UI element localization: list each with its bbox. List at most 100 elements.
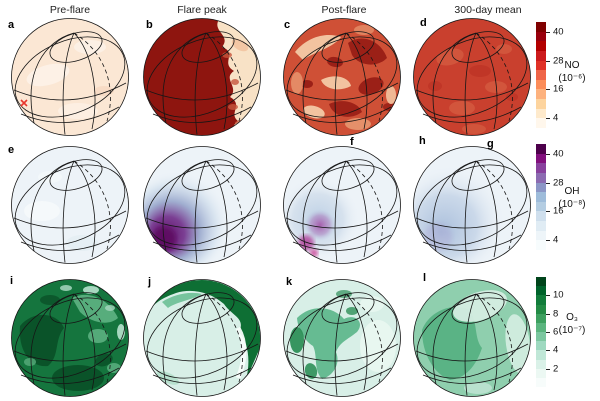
panel-label-b: b <box>146 19 153 31</box>
colorbar-segment <box>536 304 546 314</box>
globe-no-preflare <box>8 18 132 136</box>
colorbar-tick-label: 40 <box>553 26 564 38</box>
species-unit-no: (10⁻⁶) <box>558 72 586 84</box>
colorbar-segment <box>536 31 546 42</box>
colorbar-segment <box>536 70 546 80</box>
colorbar-tick-label: 6 <box>553 326 559 338</box>
colorbar-tick-label: 8 <box>553 308 559 320</box>
species-unit-o3: (10⁻⁷) <box>558 324 586 336</box>
colorbar-tick-label: 28 <box>553 55 564 67</box>
colorbar-tick-mark <box>546 295 550 297</box>
globe-oh-flarepeak <box>140 146 264 264</box>
panel-label-l: l <box>423 272 427 284</box>
colorbar-segment <box>536 322 546 333</box>
species-name-oh: OH <box>564 186 580 197</box>
colorbar-tick-mark <box>546 240 550 242</box>
column-title-preflare: Pre-flare <box>49 4 91 16</box>
globe-o3-flarepeak <box>140 279 264 397</box>
colorbar-segment <box>536 230 546 241</box>
colorbar-segment <box>536 60 546 71</box>
species-unit-oh: (10⁻⁸) <box>558 198 586 210</box>
colorbar-tick-mark <box>546 31 550 33</box>
panel-label-f: f <box>350 136 354 148</box>
globe-o3-postflare <box>280 279 404 397</box>
colorbar-tick-mark <box>546 182 550 184</box>
colorbar-segment <box>536 118 546 129</box>
colorbar-segment <box>536 221 546 231</box>
colorbar-segment <box>536 144 546 154</box>
colorbar-tick-mark <box>546 313 550 315</box>
colorbar-segment <box>536 286 546 296</box>
colorbar-segment <box>536 240 546 251</box>
colorbar-segment <box>536 108 546 119</box>
panel-label-k: k <box>286 276 293 288</box>
colorbar-segment <box>536 163 546 173</box>
colorbar-segment <box>536 22 546 32</box>
colorbar-segment <box>536 211 546 222</box>
colorbar-segment <box>536 79 546 90</box>
colorbar-segment <box>536 172 546 183</box>
colorbar-segment <box>536 377 546 388</box>
panel-label-c: c <box>284 19 291 31</box>
colorbar-segment <box>536 182 546 193</box>
colorbar-segment <box>536 192 546 202</box>
colorbar-segment <box>536 153 546 164</box>
colorbar-segment <box>536 313 546 323</box>
species-name-o3: O₃ <box>566 312 578 323</box>
colorbar-segment <box>536 350 546 360</box>
globe-o3-preflare <box>8 279 132 397</box>
panel-label-i: i <box>10 275 14 287</box>
column-title-postflare: Post-flare <box>321 4 367 16</box>
column-title-300daymean: 300-day mean <box>454 4 522 16</box>
colorbar-segment <box>536 99 546 109</box>
species-label-o3: O₃ (10⁻⁷) <box>548 312 596 337</box>
colorbar-tick-label: 2 <box>553 363 559 375</box>
colorbar-tick-label: 28 <box>553 177 564 189</box>
globe-oh-mean <box>410 146 534 264</box>
panel-label-a: a <box>8 19 15 31</box>
species-label-no: NO (10⁻⁶) <box>548 60 596 85</box>
colorbar-segment <box>536 50 546 61</box>
colorbar-tick-mark <box>546 211 550 213</box>
colorbar-oh: 40 28 16 4 <box>536 144 564 251</box>
globe-no-mean <box>410 18 534 136</box>
colorbar-tick-label: 16 <box>553 83 564 95</box>
colorbar-tick-label: 40 <box>553 148 564 160</box>
column-title-flarepeak: Flare peak <box>177 4 227 16</box>
colorbar-segment <box>536 201 546 212</box>
panel-label-d: d <box>420 17 427 29</box>
globe-no-flarepeak <box>140 18 264 136</box>
globe-oh-preflare <box>8 146 132 264</box>
colorbar-tick-mark <box>546 332 550 333</box>
colorbar-tick-label: 10 <box>553 289 564 301</box>
colorbar-tick-mark <box>546 153 550 155</box>
colorbar-segment <box>536 295 546 305</box>
colorbar-tick-mark <box>546 368 550 370</box>
colorbar-tick-mark <box>546 350 550 352</box>
colorbar-tick-mark <box>546 89 550 91</box>
globe-o3-mean <box>410 279 534 397</box>
colorbar-segment <box>536 368 546 378</box>
panel-label-j: j <box>148 276 152 288</box>
colorbar-tick-mark <box>546 118 550 120</box>
colorbar-segment <box>536 277 546 287</box>
panel-label-h: h <box>419 135 426 147</box>
species-label-oh: OH (10⁻⁸) <box>548 186 596 211</box>
globe-no-postflare <box>280 18 404 136</box>
colorbar-tick-label: 4 <box>553 112 559 124</box>
colorbar-segment <box>536 89 546 100</box>
colorbar-segment <box>536 359 546 369</box>
panel-label-e: e <box>8 144 15 156</box>
colorbar-tick-label: 16 <box>553 205 564 217</box>
colorbar-segment <box>536 332 546 342</box>
colorbar-tick-mark <box>546 60 550 62</box>
colorbar-tick-label: 4 <box>553 234 559 246</box>
colorbar-segment <box>536 41 546 51</box>
flare-site-marker <box>20 99 28 107</box>
colorbar-o3: 10 8 6 4 2 <box>536 277 564 388</box>
colorbar-no: 40 28 16 4 <box>536 22 564 129</box>
panel-label-g: g <box>487 138 494 150</box>
colorbar-tick-label: 4 <box>553 344 559 356</box>
species-name-no: NO <box>564 60 580 71</box>
